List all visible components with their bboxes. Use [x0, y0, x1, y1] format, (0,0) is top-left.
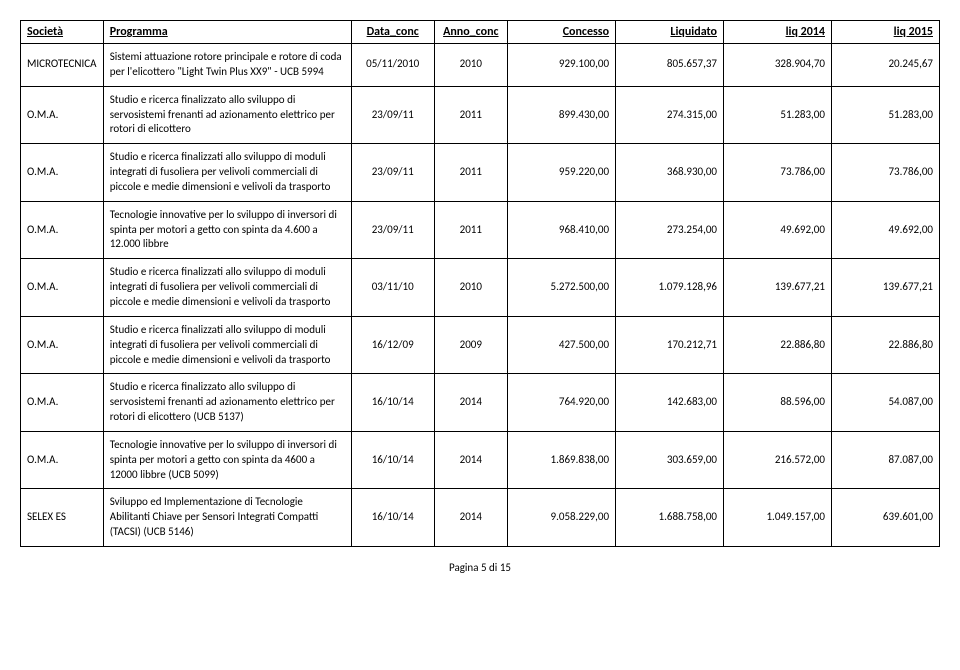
cell-programma: Tecnologie innovative per lo sviluppo di… [103, 201, 351, 259]
cell-data_conc: 16/12/09 [351, 316, 434, 374]
cell-concesso: 1.869.838,00 [508, 431, 616, 489]
cell-liq2014: 88.596,00 [724, 374, 832, 432]
cell-liq2015: 73.786,00 [831, 144, 939, 202]
cell-programma: Studio e ricerca finalizzati allo svilup… [103, 316, 351, 374]
cell-data_conc: 16/10/14 [351, 431, 434, 489]
table-row: O.M.A.Studio e ricerca finalizzati allo … [21, 259, 940, 317]
cell-concesso: 764.920,00 [508, 374, 616, 432]
cell-liquidato: 303.659,00 [616, 431, 724, 489]
col-header-liq2014: liq 2014 [724, 21, 832, 44]
cell-societa: SELEX ES [21, 489, 104, 547]
cell-data_conc: 23/09/11 [351, 201, 434, 259]
cell-programma: Studio e ricerca finalizzato allo svilup… [103, 374, 351, 432]
col-header-dataconc: Data_conc [351, 21, 434, 44]
cell-programma: Studio e ricerca finalizzati allo svilup… [103, 259, 351, 317]
cell-liq2014: 1.049.157,00 [724, 489, 832, 547]
col-header-liq2015: liq 2015 [831, 21, 939, 44]
cell-liq2014: 51.283,00 [724, 86, 832, 144]
cell-anno_conc: 2014 [434, 374, 508, 432]
cell-concesso: 968.410,00 [508, 201, 616, 259]
cell-liquidato: 1.079.128,96 [616, 259, 724, 317]
cell-programma: Sviluppo ed Implementazione di Tecnologi… [103, 489, 351, 547]
cell-societa: O.M.A. [21, 86, 104, 144]
cell-anno_conc: 2011 [434, 144, 508, 202]
table-body: MICROTECNICASistemi attuazione rotore pr… [21, 44, 940, 547]
cell-societa: O.M.A. [21, 201, 104, 259]
col-header-annoconc: Anno_conc [434, 21, 508, 44]
cell-liq2015: 87.087,00 [831, 431, 939, 489]
table-header-row: Società Programma Data_conc Anno_conc Co… [21, 21, 940, 44]
cell-concesso: 959.220,00 [508, 144, 616, 202]
cell-anno_conc: 2014 [434, 489, 508, 547]
cell-liq2014: 22.886,80 [724, 316, 832, 374]
page-footer: Pagina 5 di 15 [20, 561, 940, 574]
cell-liquidato: 805.657,37 [616, 44, 724, 87]
cell-liquidato: 142.683,00 [616, 374, 724, 432]
table-row: SELEX ESSviluppo ed Implementazione di T… [21, 489, 940, 547]
table-row: O.M.A.Studio e ricerca finalizzati allo … [21, 316, 940, 374]
cell-data_conc: 23/09/11 [351, 86, 434, 144]
cell-concesso: 5.272.500,00 [508, 259, 616, 317]
cell-liquidato: 273.254,00 [616, 201, 724, 259]
cell-liq2015: 54.087,00 [831, 374, 939, 432]
table-row: O.M.A.Tecnologie innovative per lo svilu… [21, 201, 940, 259]
col-header-concesso: Concesso [508, 21, 616, 44]
cell-programma: Studio e ricerca finalizzati allo svilup… [103, 144, 351, 202]
cell-anno_conc: 2011 [434, 201, 508, 259]
cell-liq2014: 73.786,00 [724, 144, 832, 202]
cell-societa: O.M.A. [21, 259, 104, 317]
col-header-liquidato: Liquidato [616, 21, 724, 44]
cell-anno_conc: 2014 [434, 431, 508, 489]
cell-concesso: 929.100,00 [508, 44, 616, 87]
cell-liquidato: 1.688.758,00 [616, 489, 724, 547]
data-table: Società Programma Data_conc Anno_conc Co… [20, 20, 940, 547]
col-header-societa: Società [21, 21, 104, 44]
cell-concesso: 899.430,00 [508, 86, 616, 144]
cell-data_conc: 16/10/14 [351, 374, 434, 432]
cell-liq2015: 22.886,80 [831, 316, 939, 374]
cell-anno_conc: 2011 [434, 86, 508, 144]
cell-liq2015: 639.601,00 [831, 489, 939, 547]
cell-liq2015: 49.692,00 [831, 201, 939, 259]
cell-data_conc: 03/11/10 [351, 259, 434, 317]
cell-liq2015: 20.245,67 [831, 44, 939, 87]
table-row: O.M.A.Studio e ricerca finalizzato allo … [21, 374, 940, 432]
cell-data_conc: 23/09/11 [351, 144, 434, 202]
cell-liq2014: 139.677,21 [724, 259, 832, 317]
cell-anno_conc: 2010 [434, 44, 508, 87]
cell-data_conc: 16/10/14 [351, 489, 434, 547]
cell-liquidato: 170.212,71 [616, 316, 724, 374]
cell-liquidato: 368.930,00 [616, 144, 724, 202]
cell-societa: O.M.A. [21, 316, 104, 374]
table-row: MICROTECNICASistemi attuazione rotore pr… [21, 44, 940, 87]
cell-programma: Tecnologie innovative per lo sviluppo di… [103, 431, 351, 489]
cell-societa: O.M.A. [21, 374, 104, 432]
col-header-programma: Programma [103, 21, 351, 44]
cell-societa: MICROTECNICA [21, 44, 104, 87]
table-row: O.M.A.Studio e ricerca finalizzato allo … [21, 86, 940, 144]
cell-concesso: 9.058.229,00 [508, 489, 616, 547]
cell-anno_conc: 2009 [434, 316, 508, 374]
cell-societa: O.M.A. [21, 144, 104, 202]
cell-liq2014: 216.572,00 [724, 431, 832, 489]
cell-liq2015: 51.283,00 [831, 86, 939, 144]
cell-liquidato: 274.315,00 [616, 86, 724, 144]
table-row: O.M.A.Studio e ricerca finalizzati allo … [21, 144, 940, 202]
cell-concesso: 427.500,00 [508, 316, 616, 374]
cell-programma: Studio e ricerca finalizzato allo svilup… [103, 86, 351, 144]
cell-liq2015: 139.677,21 [831, 259, 939, 317]
cell-data_conc: 05/11/2010 [351, 44, 434, 87]
cell-anno_conc: 2010 [434, 259, 508, 317]
cell-societa: O.M.A. [21, 431, 104, 489]
cell-liq2014: 49.692,00 [724, 201, 832, 259]
table-row: O.M.A.Tecnologie innovative per lo svilu… [21, 431, 940, 489]
cell-programma: Sistemi attuazione rotore principale e r… [103, 44, 351, 87]
cell-liq2014: 328.904,70 [724, 44, 832, 87]
